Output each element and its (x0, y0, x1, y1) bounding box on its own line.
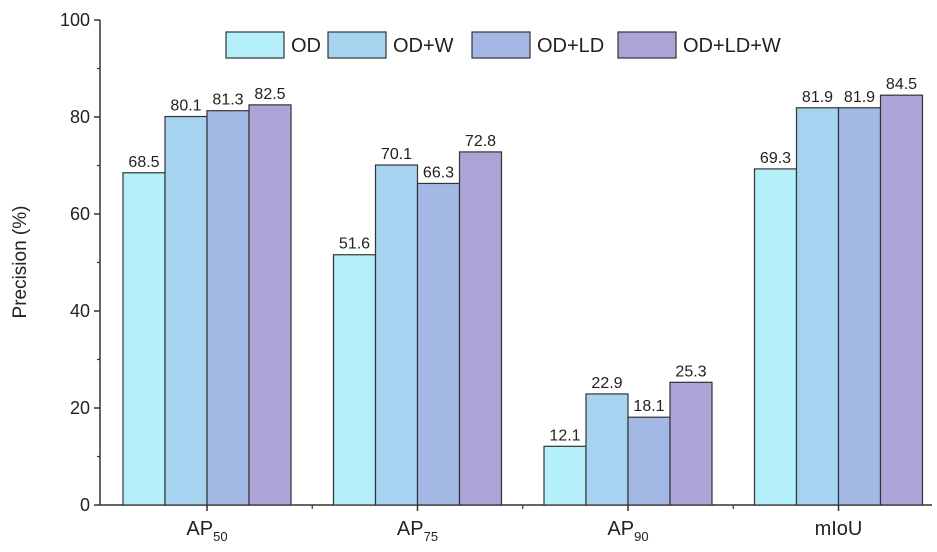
legend-label: OD+W (393, 35, 454, 57)
bar-value-label: 80.1 (170, 98, 201, 115)
bar-od-ld-w (248, 104, 292, 506)
bar-value-label: 81.9 (802, 89, 833, 106)
y-axis-ticks: 0 20 40 60 80 100 (60, 10, 100, 515)
data-labels: 68.5 80.1 81.3 82.5 51.6 70.1 66.3 72.8 12.1 22.9… (128, 76, 917, 444)
bar-od-ld-w (669, 381, 713, 506)
bar-od-w (374, 164, 419, 506)
bar-value-label: 81.3 (212, 92, 243, 109)
x-tick-label: mIoU (815, 518, 863, 540)
x-tick-label: AP90 (607, 518, 648, 544)
category-labels: AP50 AP75 AP90 mIoU (186, 518, 862, 544)
y-axis-title: Precision (%) (10, 206, 31, 319)
y-tick-label: 0 (80, 495, 90, 515)
bar-od-ld (837, 107, 882, 506)
bar-value-label: 22.9 (591, 375, 622, 392)
bar-value-label: 51.6 (339, 236, 370, 253)
bar-value-label: 12.1 (549, 427, 580, 444)
x-tick-label: AP50 (186, 518, 227, 544)
y-tick-label: 20 (70, 398, 90, 418)
bar-od-ld-w (879, 94, 924, 506)
legend-swatch (225, 31, 285, 59)
bar-value-label: 68.5 (128, 154, 159, 171)
bar-od (543, 445, 587, 506)
bar-od-ld (206, 110, 250, 506)
y-tick-label: 100 (60, 10, 90, 30)
x-tick-label: AP75 (397, 518, 438, 544)
legend: OD OD+W OD+LD OD+LD+W (225, 31, 781, 59)
y-tick-label: 40 (70, 301, 90, 321)
bar-value-label: 69.3 (760, 150, 791, 167)
bar-od-ld (416, 182, 461, 506)
bar-od-ld-w (458, 151, 503, 506)
bar-value-label: 18.1 (633, 398, 664, 415)
bar-od-ld (627, 416, 671, 506)
bar-od-w (585, 393, 629, 506)
bar-value-label: 25.3 (675, 363, 706, 380)
legend-label: OD (291, 35, 321, 57)
bar-od (753, 168, 798, 506)
x-axis-ticks (206, 505, 840, 511)
bar-value-label: 84.5 (886, 76, 917, 93)
bar-od (122, 172, 166, 506)
bar-od-w (164, 115, 208, 506)
legend-label: OD+LD+W (683, 35, 781, 57)
bars (122, 94, 924, 506)
bar-value-label: 72.8 (465, 133, 496, 150)
bar-od-w (795, 107, 840, 506)
bar-value-label: 82.5 (254, 86, 285, 103)
bar-od (332, 254, 377, 506)
bar-value-label: 66.3 (423, 164, 454, 181)
y-tick-label: 80 (70, 107, 90, 127)
legend-swatch (471, 31, 531, 59)
legend-swatch (617, 31, 677, 59)
y-tick-label: 60 (70, 204, 90, 224)
bar-value-label: 81.9 (844, 89, 875, 106)
legend-swatch (327, 31, 387, 59)
legend-label: OD+LD (537, 35, 604, 57)
bar-value-label: 70.1 (381, 146, 412, 163)
